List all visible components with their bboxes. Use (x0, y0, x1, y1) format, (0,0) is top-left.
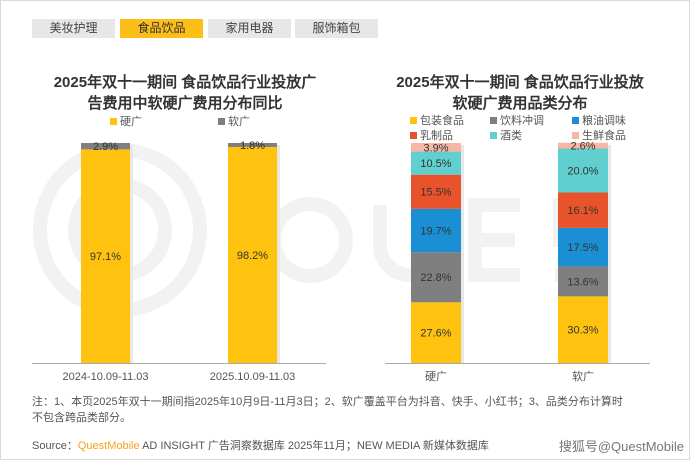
tab-0[interactable]: 美妆护理 (32, 19, 115, 38)
bar-segment (411, 252, 461, 303)
data-label: 30.3% (567, 325, 598, 337)
legend-label: 包装食品 (420, 115, 464, 127)
legend-item: 软广 (218, 113, 250, 129)
data-label: 3.9% (423, 142, 448, 154)
data-label: 20.0% (567, 166, 598, 178)
bar-segment (411, 174, 461, 209)
tab-3[interactable]: 服饰箱包 (295, 19, 378, 38)
bar-segment (228, 146, 277, 363)
x-tick-label: 硬广 (425, 370, 447, 383)
bar-segment (411, 151, 461, 175)
source-brand: QuestMobile (77, 440, 140, 452)
legend-item: 乳制品 (410, 127, 453, 143)
bar-segment (558, 296, 608, 363)
data-label: 17.5% (567, 242, 598, 254)
legend-label: 粮油调味 (582, 115, 626, 127)
legend-label: 酒类 (500, 130, 522, 142)
note-line: 注：1、本页2025年双十一期间指2025年10月9日-11月3日；2、软广覆盖… (32, 396, 623, 408)
tab-2[interactable]: 家用电器 (208, 19, 291, 38)
legend-swatch (110, 117, 117, 125)
legend-item: 酒类 (490, 127, 522, 143)
legend-swatch (490, 131, 497, 139)
x-tick-label: 2025.10.09-11.03 (210, 371, 295, 383)
title-line: 2025年双十一期间 食品饮品行业投放 (396, 74, 644, 91)
legend-label: 生鲜食品 (582, 130, 626, 142)
legend-label: 饮料冲调 (500, 115, 544, 127)
data-label: 27.6% (420, 328, 451, 340)
left-chart-title: 2025年双十一期间 食品饮品行业投放广 告费用中软硬广费用分布同比 (30, 72, 340, 114)
legend-item: 饮料冲调 (490, 112, 544, 128)
bar-segment (411, 302, 461, 363)
bar-segment (228, 143, 277, 147)
watermark: 搜狐号@QuestMobile (558, 439, 684, 454)
title-line: 2025年双十一期间 食品饮品行业投放广 (53, 74, 317, 91)
legend-swatch (410, 116, 417, 124)
tab-1[interactable]: 食品饮品 (120, 19, 203, 38)
legend-swatch (410, 131, 417, 139)
bar-segment (558, 266, 608, 297)
bar-segment (558, 227, 608, 267)
legend-swatch (218, 117, 225, 125)
legend-label: 乳制品 (420, 130, 453, 142)
legend-item: 生鲜食品 (572, 127, 626, 143)
note-line: 不包含跨品类部分。 (32, 412, 131, 424)
bar-segment (411, 143, 461, 152)
legend-item: 粮油调味 (572, 112, 626, 128)
legend-label: 软广 (228, 116, 250, 128)
source-prefix: Source： (32, 440, 78, 452)
data-label: 2.6% (570, 141, 595, 153)
data-label: 13.6% (567, 276, 598, 288)
bar-segment (411, 208, 461, 253)
title-line: 软硬广费用品类分布 (452, 95, 588, 112)
bar-segment (81, 143, 130, 150)
title-line: 告费用中软硬广费用分布同比 (87, 95, 283, 112)
legend-item: 包装食品 (410, 112, 464, 128)
data-label: 19.7% (420, 225, 451, 237)
bar-segment (558, 148, 608, 193)
bar-segment (558, 142, 608, 149)
data-label: 1.8% (240, 140, 265, 152)
legend-item: 硬广 (110, 113, 142, 129)
data-label: 16.1% (567, 205, 598, 217)
data-label: 97.1% (90, 251, 121, 263)
source-text: AD INSIGHT 广告洞察数据库 2025年11月；NEW MEDIA 新媒… (139, 440, 489, 452)
right-chart-title: 2025年双十一期间 食品饮品行业投放 软硬广费用品类分布 (368, 72, 672, 114)
source-line: Source：QuestMobile AD INSIGHT 广告洞察数据库 20… (32, 437, 489, 453)
legend-label: 硬广 (120, 116, 142, 128)
x-tick-label: 2024-10.09-11.03 (62, 371, 148, 383)
x-tick-label: 软广 (572, 369, 594, 383)
data-label: 10.5% (420, 158, 451, 170)
legend-swatch (490, 116, 497, 124)
data-label: 15.5% (420, 187, 451, 199)
data-label: 22.8% (420, 272, 451, 284)
bar-segment (558, 192, 608, 228)
legend-swatch (572, 116, 579, 124)
data-label: 98.2% (237, 250, 268, 262)
footnote: 注：1、本页2025年双十一期间指2025年10月9日-11月3日；2、软广覆盖… (32, 394, 682, 426)
legend-swatch (572, 131, 579, 139)
bar-segment (81, 149, 130, 363)
data-label: 2.9% (93, 141, 118, 153)
